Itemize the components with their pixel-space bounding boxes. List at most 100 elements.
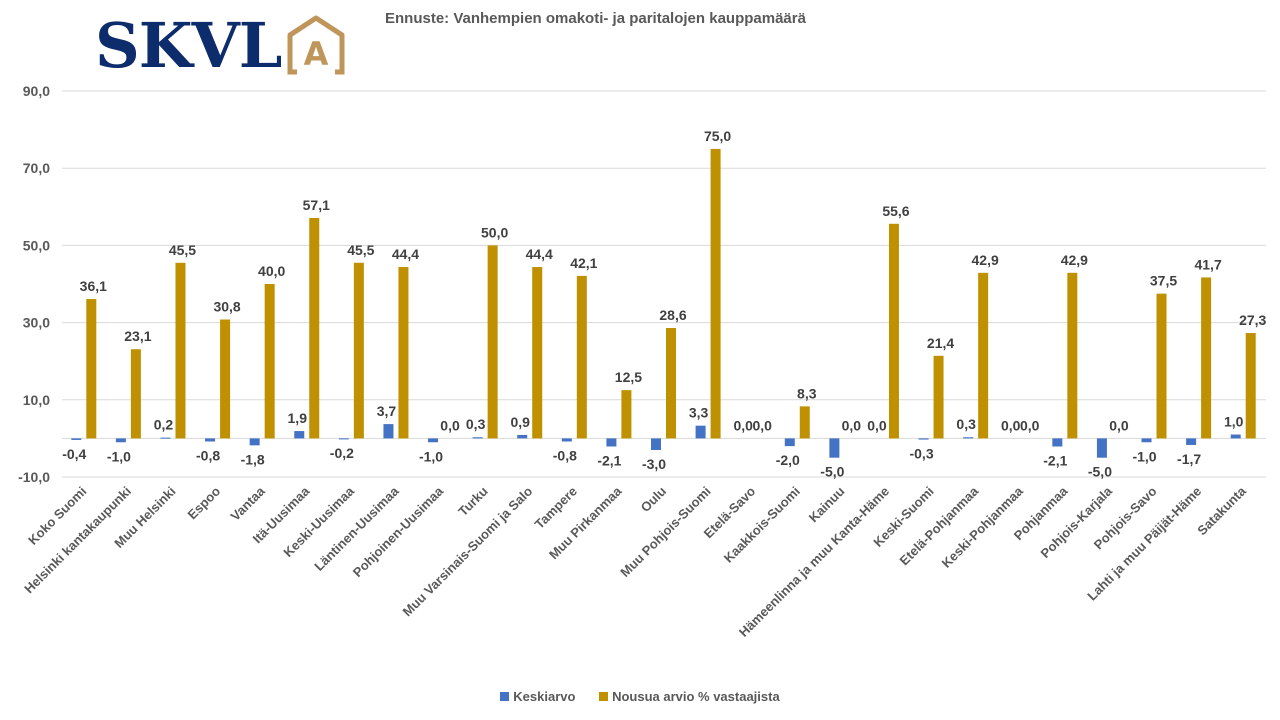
data-label-nousua: 12,5 [615, 369, 642, 385]
data-label-nousua: 0,0 [1020, 417, 1040, 433]
data-label-nousua: 57,1 [303, 197, 330, 213]
bar-nousua [487, 245, 498, 439]
legend-item-keskiarvo[interactable]: Keskiarvo [500, 689, 575, 704]
y-axis-ticks: 90,0 70,0 50,0 30,0 10,0 -10,0 [18, 83, 50, 485]
y-tick-label: -10,0 [18, 469, 50, 485]
bar-keskiarvo [561, 438, 572, 442]
data-label-keskiarvo: -1,0 [1132, 448, 1156, 464]
x-tick-label: Keski-Pohjanmaa [939, 483, 1027, 571]
bar-nousua [666, 328, 676, 439]
x-tick-label: Satakunta [1194, 483, 1249, 538]
bar-nousua [353, 262, 364, 439]
data-label-nousua: 0,0 [440, 417, 460, 433]
bar-nousua [799, 406, 810, 439]
y-tick-label: 70,0 [23, 160, 50, 176]
bar-keskiarvo [249, 438, 260, 446]
data-label-nousua: 55,6 [882, 203, 909, 219]
data-label-keskiarvo: 3,3 [689, 405, 709, 421]
data-label-nousua: 21,4 [927, 335, 954, 351]
bar-keskiarvo [383, 424, 394, 439]
skvl-logo: SKVL A [95, 9, 355, 82]
bar-keskiarvo [963, 437, 974, 439]
x-tick-label: Kaakkois-Suomi [721, 484, 803, 566]
bar-keskiarvo [517, 434, 528, 439]
x-tick-label: Turku [455, 483, 491, 519]
data-label-keskiarvo: -2,1 [597, 453, 621, 469]
data-label-nousua: 30,8 [213, 299, 240, 315]
data-label-nousua: 75,0 [704, 128, 731, 144]
x-tick-label: Muu Pohjois-Suomi [617, 484, 713, 580]
bar-keskiarvo [71, 438, 82, 440]
data-label-keskiarvo: 0,0 [1001, 417, 1021, 433]
data-label-keskiarvo: -1,0 [419, 448, 443, 464]
data-label-nousua: 42,9 [1061, 252, 1088, 268]
x-tick-label: Etelä-Pohjanmaa [897, 483, 982, 568]
data-label-nousua: 42,9 [972, 252, 999, 268]
bar-keskiarvo [918, 438, 929, 440]
legend-swatch-nousua [599, 692, 609, 701]
bar-keskiarvo [695, 425, 706, 439]
data-label-keskiarvo: -0,3 [909, 446, 933, 462]
bar-keskiarvo [606, 438, 617, 447]
data-label-nousua: 23,1 [124, 328, 151, 344]
x-tick-label: Läntinen-Uusimaa [311, 483, 402, 574]
legend-item-nousua[interactable]: Nousua arvio % vastaajista [599, 689, 780, 704]
y-tick-label: 90,0 [23, 83, 50, 99]
bar-keskiarvo [428, 438, 439, 443]
bar-nousua [1156, 293, 1167, 439]
bar-nousua [532, 267, 543, 439]
data-label-keskiarvo: 0,2 [154, 417, 174, 433]
logo-mark: A [304, 35, 329, 73]
data-label-nousua: 8,3 [797, 385, 817, 401]
data-label-keskiarvo: -0,8 [553, 447, 577, 463]
legend-label: Keskiarvo [513, 689, 576, 704]
bars [71, 148, 1256, 458]
bar-keskiarvo [1141, 438, 1152, 443]
data-label-nousua: 37,5 [1150, 273, 1177, 289]
bar-nousua [309, 217, 320, 439]
data-label-keskiarvo: 0,0 [733, 417, 753, 433]
bar-nousua [710, 148, 721, 439]
data-label-nousua: 45,5 [347, 242, 374, 258]
data-label-nousua: 40,0 [258, 263, 285, 279]
data-label-nousua: 36,1 [80, 278, 107, 294]
data-label-nousua: 44,4 [392, 246, 419, 262]
bar-nousua [1067, 272, 1078, 439]
bar-nousua [621, 390, 632, 439]
bar-keskiarvo [1052, 438, 1063, 447]
bar-nousua [978, 272, 989, 439]
bar-nousua [130, 349, 141, 439]
bar-keskiarvo [338, 438, 349, 440]
bar-nousua [264, 284, 275, 439]
bar-nousua [175, 262, 186, 439]
data-label-keskiarvo: 1,0 [1224, 414, 1244, 430]
data-label-nousua: 44,4 [526, 246, 553, 262]
data-label-keskiarvo: -1,0 [107, 448, 131, 464]
data-label-nousua: 42,1 [570, 255, 597, 271]
house-a-icon: A [285, 15, 347, 77]
data-label-nousua: 0,0 [752, 417, 772, 433]
y-tick-label: 10,0 [23, 392, 50, 408]
data-label-keskiarvo: -5,0 [820, 464, 844, 480]
chart-title: Ennuste: Vanhempien omakoti- ja paritalo… [385, 10, 806, 27]
bar-nousua [888, 223, 899, 439]
data-label-nousua: 41,7 [1194, 256, 1221, 272]
bar-keskiarvo [1230, 434, 1241, 439]
data-label-keskiarvo: 1,9 [288, 410, 308, 426]
y-tick-label: 30,0 [23, 315, 50, 331]
data-label-keskiarvo: 0,3 [466, 416, 486, 432]
bar-nousua [220, 319, 231, 439]
data-label-nousua: 45,5 [169, 242, 196, 258]
x-tick-label: Vantaa [228, 483, 269, 524]
data-label-nousua: 0,0 [1109, 417, 1129, 433]
data-label-keskiarvo: -2,0 [776, 452, 800, 468]
data-label-keskiarvo: -3,0 [642, 456, 666, 472]
bar-nousua [933, 355, 944, 439]
data-label-keskiarvo: -2,1 [1043, 453, 1067, 469]
bar-keskiarvo [784, 438, 795, 447]
data-label-keskiarvo: 3,7 [377, 403, 397, 419]
x-tick-label: Kainuu [806, 483, 848, 525]
data-label-keskiarvo: -0,2 [330, 445, 354, 461]
bar-keskiarvo [115, 438, 126, 443]
